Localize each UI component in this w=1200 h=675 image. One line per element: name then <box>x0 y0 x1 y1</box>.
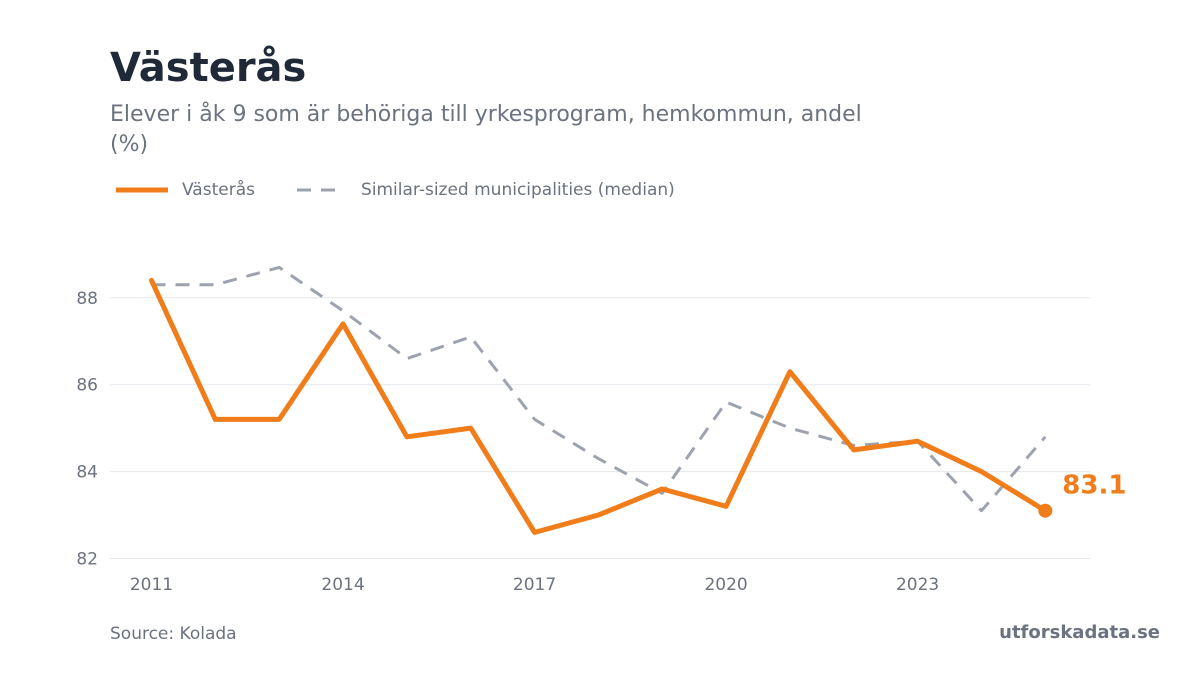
y-tick-label: 88 <box>76 289 98 309</box>
y-tick-label: 84 <box>76 463 98 483</box>
series-line-median <box>151 265 1047 513</box>
legend: Västerås Similar-sized municipalities (m… <box>116 180 715 200</box>
x-tick-label: 2014 <box>321 575 364 595</box>
legend-label-primary: Västerås <box>182 180 255 200</box>
x-tick-label: 2017 <box>513 575 556 595</box>
series-line-vasteras <box>149 277 1048 535</box>
end-value-label: 83.1 <box>1062 471 1126 501</box>
x-tick-label: 2020 <box>704 575 747 595</box>
legend-swatch-solid-line <box>116 187 168 193</box>
y-tick-label: 82 <box>76 549 98 569</box>
legend-label-secondary: Similar-sized municipalities (median) <box>360 180 675 200</box>
x-tick-label: 2011 <box>130 575 173 595</box>
source-note: Source: Kolada <box>110 624 237 644</box>
legend-item-primary: Västerås <box>116 180 255 200</box>
brand-logo-text: utforskadata.se <box>999 622 1160 643</box>
x-tick-label: 2023 <box>896 575 939 595</box>
chart-title: Västerås <box>110 45 307 91</box>
chart-subtitle: Elever i åk 9 som är behöriga till yrkes… <box>110 102 862 157</box>
end-point-marker <box>1038 503 1053 518</box>
y-tick-label: 86 <box>76 376 98 396</box>
legend-item-secondary: Similar-sized municipalities (median) <box>295 180 675 200</box>
legend-swatch-dashed-line <box>296 188 345 192</box>
